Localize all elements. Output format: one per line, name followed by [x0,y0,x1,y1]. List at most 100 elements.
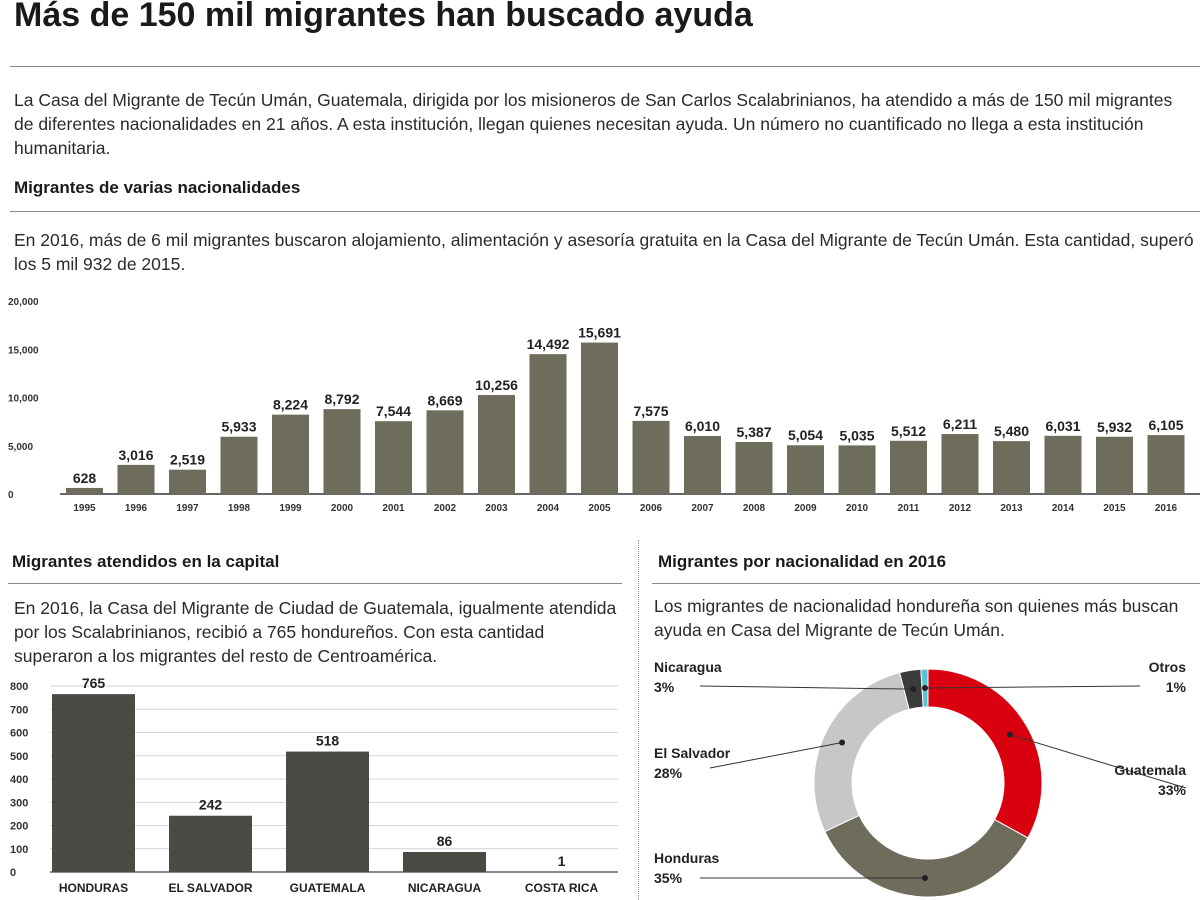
x-tick-label: 2013 [1000,503,1023,514]
y-tick-label: 200 [10,821,28,833]
section3-text: Los migrantes de nacionalidad hondureña … [654,596,1179,640]
bar-value-label: 5,932 [1097,419,1132,435]
slice-name-label: Guatemala [1114,762,1186,778]
bar-value-label: 5,512 [891,423,926,439]
bar [52,694,135,872]
bar [941,434,979,494]
leader-dot [910,686,917,693]
bar [375,421,412,494]
leader-dot [1006,731,1013,738]
bar [169,469,206,494]
x-tick-label: 1996 [125,503,148,514]
slice-percent-label: 3% [654,679,675,695]
x-tick-label: COSTA RICA [525,881,599,895]
y-tick-label: 300 [10,797,28,809]
capital-bar-chart: 0 100 200 300 400 500 600 700 800 765 HONDURAS 242 E… [10,675,618,895]
y-tick-label: 5,000 [8,442,33,453]
bar [838,445,876,494]
bar-value-label: 5,933 [221,419,256,435]
bar [1147,435,1185,494]
section3-title: Migrantes por nacionalidad en 2016 [658,552,947,571]
leader-line [925,685,1141,689]
bar-value-label: 5,480 [994,423,1029,439]
y-tick-label: 0 [10,867,16,879]
bar [735,442,773,494]
slice-percent-label: 33% [1158,782,1187,798]
yearly-bar-chart: 0 5,000 10,000 15,000 20,000 628 1995 3,016 1996… [8,297,1200,514]
leader-dot [922,685,929,692]
x-tick-label: HONDURAS [59,881,128,895]
leader-line [709,742,843,769]
bar [529,354,567,494]
x-tick-label: 2006 [640,503,663,514]
bar-value-label: 86 [437,833,453,849]
bar-value-label: 6,031 [1045,418,1080,434]
bar-value-label: 6,010 [685,418,720,434]
y-tick-label: 100 [10,844,28,856]
bar-value-label: 15,691 [578,325,621,341]
bar [632,420,670,494]
donut-slice [813,671,910,833]
x-tick-label: 2014 [1052,503,1075,514]
slice-name-label: Honduras [654,850,720,866]
bar-value-label: 5,387 [736,424,771,440]
bar-value-label: 7,544 [376,403,411,419]
bar-value-label: 8,224 [273,397,308,413]
x-tick-label: 2003 [485,503,508,514]
bar [993,441,1030,494]
x-tick-label: 2008 [743,503,766,514]
bar-value-label: 14,492 [527,336,570,352]
x-tick-label: 2005 [588,503,611,514]
y-tick-label: 600 [10,728,28,740]
bar [684,436,721,494]
bar [890,440,927,494]
x-tick-label: 2000 [331,503,354,514]
x-tick-label: 2007 [691,503,714,514]
bar-value-label: 5,035 [839,427,874,443]
bar-value-label: 10,256 [475,377,518,393]
y-tick-label: 500 [10,751,28,763]
x-tick-label: 1995 [73,503,96,514]
x-tick-label: 1997 [176,503,199,514]
x-tick-label: EL SALVADOR [168,881,252,895]
x-tick-label: 1998 [228,503,251,514]
bar-value-label: 518 [316,733,340,749]
section3-divider [652,583,1200,584]
column-divider [638,540,639,900]
bar-value-label: 8,669 [427,392,462,408]
bar-value-label: 6,211 [943,416,977,432]
bar-value-label: 8,792 [324,391,359,407]
bar-value-label: 628 [73,470,97,486]
intro-paragraph: La Casa del Migrante de Tecún Umán, Guat… [14,90,1173,158]
slice-percent-label: 35% [654,870,683,886]
slice-percent-label: 28% [654,765,683,781]
leader-line [699,685,914,690]
x-tick-label: 2012 [949,503,972,514]
nationality-donut-chart: Guatemala 33% Honduras 35% El Salvador 28% Nic… [654,659,1187,898]
y-tick-label: 20,000 [8,297,39,308]
x-tick-label: 2016 [1155,503,1178,514]
bar-value-label: 242 [199,797,223,813]
page-title: Más de 150 mil migrantes han buscado ayu… [14,0,753,34]
y-tick-label: 700 [10,704,28,716]
x-tick-label: 2001 [382,503,405,514]
section2-title: Migrantes atendidos en la capital [12,552,280,571]
bar [426,410,464,494]
y-tick-label: 800 [10,681,28,693]
x-tick-label: 2010 [846,503,869,514]
bar [787,445,824,494]
section1-divider [10,211,1200,212]
bar [323,409,361,494]
title-divider [10,66,1200,67]
x-tick-label: 2004 [537,503,560,514]
bar-value-label: 5,054 [788,427,823,443]
x-tick-label: 2011 [898,503,920,514]
bar [272,414,309,494]
bar [66,487,103,494]
donut-slice [927,668,1043,839]
bar-value-label: 7,575 [633,403,668,419]
bar [1096,436,1133,494]
bar-value-label: 6,105 [1148,417,1183,433]
section2-text: En 2016, la Casa del Migrante de Ciudad … [14,598,617,666]
x-tick-label: 2002 [434,503,457,514]
